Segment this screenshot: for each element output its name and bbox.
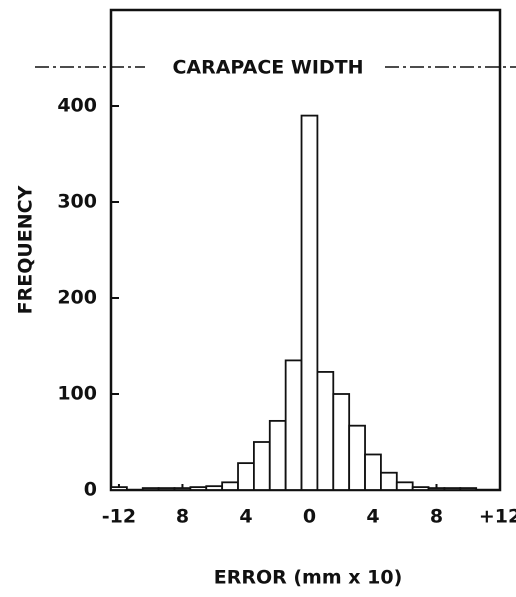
bar (380, 471, 398, 491)
bar (411, 486, 430, 491)
bar (459, 487, 478, 491)
y-tick-label: 300 (57, 191, 97, 213)
bar (427, 487, 446, 491)
y-tick-label: 0 (84, 479, 97, 501)
x-tick-label: 8 (430, 506, 443, 528)
y-axis-label: FREQUENCY (15, 185, 37, 314)
y-tick-label: 200 (57, 287, 97, 309)
x-tick-label: 0 (303, 506, 316, 528)
bar (189, 486, 208, 491)
bar (364, 453, 382, 491)
x-tick-label: 8 (176, 506, 189, 528)
y-tick-label: 100 (57, 383, 97, 405)
x-tick-label: 4 (239, 506, 252, 528)
x-tick-label: 4 (366, 506, 379, 528)
bar (173, 487, 192, 491)
bar (284, 359, 303, 491)
bar (141, 487, 160, 491)
bar (443, 487, 462, 491)
y-tick-label: 400 (57, 95, 97, 117)
bar (300, 114, 319, 491)
bar (395, 481, 414, 491)
x-tick-label: -12 (102, 506, 136, 528)
bar (205, 485, 224, 491)
bar (221, 481, 239, 491)
bar (252, 441, 271, 491)
bar (332, 393, 351, 491)
x-tick-label: +12 (479, 506, 516, 528)
bar (316, 371, 335, 491)
title-backdrop (140, 52, 385, 82)
bar (268, 419, 287, 491)
chart-title: CARAPACE WIDTH (172, 57, 363, 79)
x-axis-label: ERROR (mm x 10) (214, 567, 403, 589)
bar (237, 462, 255, 491)
bar (348, 424, 366, 491)
bar (157, 487, 176, 491)
bar (110, 486, 128, 491)
